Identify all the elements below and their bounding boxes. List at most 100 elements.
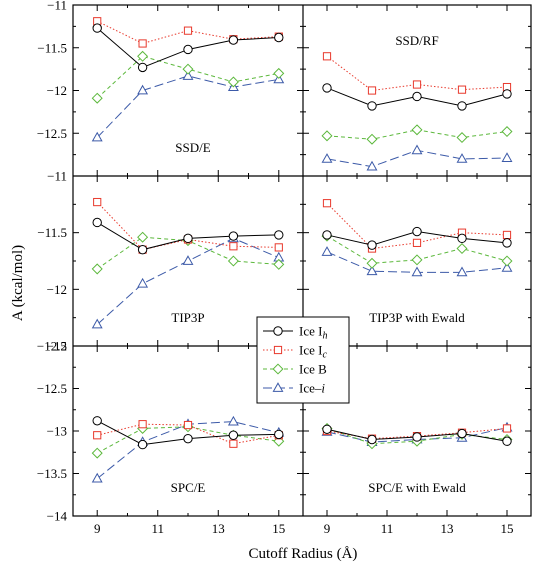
series-line (326, 235, 508, 264)
legend-label: Ice Ih (299, 324, 327, 342)
data-point (137, 439, 148, 450)
data-point (322, 230, 332, 240)
data-point (502, 436, 512, 446)
panel-title: SSD/E (175, 140, 210, 155)
data-point (183, 433, 193, 444)
legend-swatch-marker (273, 345, 283, 355)
y-tick-label: −11 (47, 0, 67, 13)
data-point (92, 217, 102, 228)
y-tick-label: −12 (47, 339, 67, 354)
data-point (321, 130, 333, 142)
data-point (274, 230, 284, 240)
data-point (367, 86, 377, 95)
data-point (92, 416, 102, 426)
panel-title: TIP3P with Ewald (369, 310, 465, 325)
y-tick-label: −12.5 (37, 339, 67, 354)
data-point (183, 233, 193, 244)
series-line (326, 427, 508, 440)
panel-ssd-e: SSD/E (91, 17, 285, 155)
legend-swatch-marker (272, 363, 284, 375)
data-point (182, 63, 194, 75)
x-tick-label: 11 (151, 521, 164, 536)
data-point (137, 231, 149, 243)
y-tick-label: −12 (47, 83, 67, 98)
y-tick-label: −13 (47, 424, 67, 439)
panel-spc-e: SPC/E (91, 415, 285, 495)
data-point (457, 85, 467, 94)
data-point (367, 434, 377, 445)
data-point (457, 233, 467, 244)
data-point (457, 428, 467, 439)
data-point (412, 80, 422, 89)
data-point (91, 447, 103, 459)
data-point (228, 231, 239, 241)
data-point (137, 62, 148, 73)
data-point (274, 243, 283, 252)
data-point (457, 101, 467, 111)
y-tick-label: −11 (47, 169, 67, 184)
data-point (227, 255, 239, 267)
data-point (502, 89, 512, 99)
data-point (137, 244, 148, 255)
y-tick-label: −14 (47, 509, 68, 524)
x-tick-label: 9 (94, 521, 101, 536)
panels: SSD/E SSD/RF TIP3P TIP3P with Ewald SPC/E SPC… (91, 17, 513, 495)
data-point (273, 67, 285, 79)
y-tick-label: −12 (47, 282, 67, 297)
data-point (273, 258, 285, 270)
panel-spc-e-with-ewald: SPC/E with Ewald (321, 421, 513, 495)
panel-tip3p: TIP3P (91, 197, 285, 329)
legend-label: Ice Ic (299, 343, 327, 361)
data-point (137, 50, 149, 62)
series-line (96, 75, 279, 138)
panel-title: SPC/E with Ewald (368, 480, 466, 495)
data-point (366, 265, 378, 276)
data-point (91, 318, 103, 329)
y-tick-label: −13.5 (37, 466, 67, 481)
legend-swatch-marker (273, 326, 283, 336)
data-point (322, 424, 332, 434)
y-axis-title: A (kcal/mol) (10, 245, 26, 321)
data-point (227, 76, 239, 88)
data-point (501, 152, 513, 162)
y-tick-label: −12.5 (37, 381, 67, 396)
panel-ssd-rf: SSD/RF (321, 33, 513, 171)
data-point (502, 238, 512, 248)
panel-title: SPC/E (171, 480, 206, 495)
panel-tip3p-with-ewald: TIP3P with Ewald (321, 199, 513, 325)
x-tick-label: 11 (381, 521, 394, 536)
data-point (411, 124, 423, 136)
data-point (412, 238, 422, 247)
data-point (411, 266, 423, 277)
axis-ticks: −11−11.5−12−12.5−11−11.5−12−12.5−12−12.5… (37, 0, 531, 536)
x-tick-label: 13 (441, 521, 454, 536)
data-point (93, 197, 102, 207)
data-point (228, 430, 239, 440)
x-axis-title: Cutoff Radius (Å) (249, 546, 358, 562)
data-point (137, 277, 149, 288)
data-point (274, 429, 284, 440)
x-tick-label: 9 (324, 521, 331, 536)
legend-label: Ice–i (299, 381, 325, 396)
data-point (366, 133, 378, 145)
y-tick-label: −11.5 (37, 40, 67, 55)
data-point (322, 83, 332, 93)
data-point (229, 439, 238, 448)
data-point (91, 131, 103, 142)
data-point (366, 257, 378, 269)
data-point (366, 160, 378, 171)
x-tick-label: 15 (272, 521, 285, 536)
legend-swatch-marker (272, 382, 284, 392)
data-point (502, 230, 512, 240)
data-point (138, 420, 147, 429)
data-point (367, 240, 377, 250)
data-point (182, 70, 194, 80)
data-point (501, 261, 513, 272)
data-point (183, 44, 193, 55)
data-point (228, 35, 239, 45)
panel-title: TIP3P (171, 310, 204, 325)
data-point (137, 84, 149, 95)
data-point (182, 255, 194, 265)
data-point (412, 91, 422, 102)
